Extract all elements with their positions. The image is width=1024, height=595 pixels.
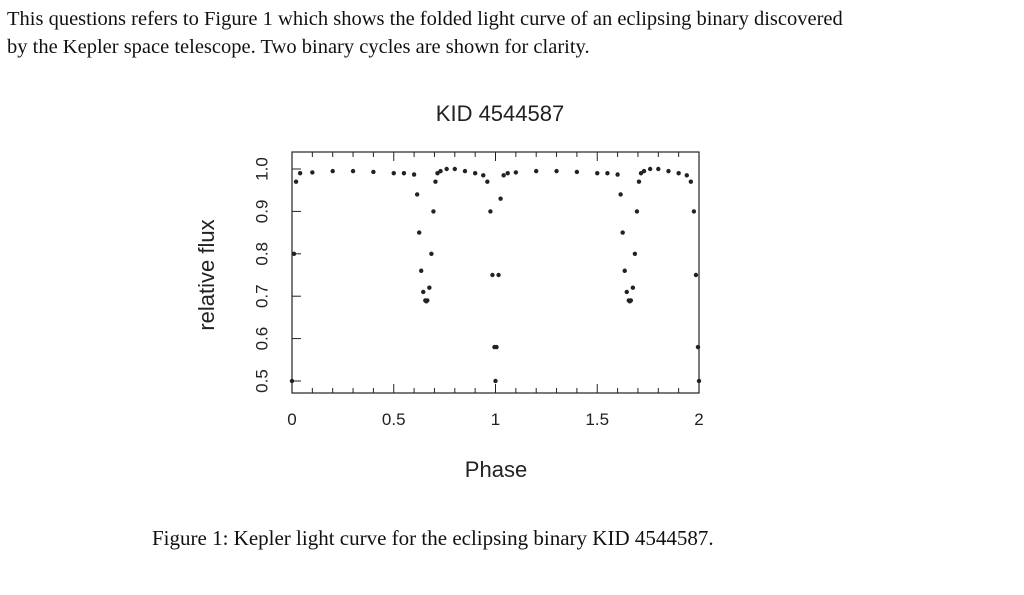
data-point — [498, 196, 503, 201]
data-point — [684, 173, 689, 178]
data-point — [429, 251, 434, 256]
data-point — [391, 171, 396, 176]
y-axis: 0.5 0.6 0.7 0.8 0.9 1.0 — [253, 157, 301, 393]
x-tick-label: 1 — [491, 410, 500, 429]
data-point — [494, 344, 499, 350]
data-point — [513, 170, 519, 175]
data-point — [427, 285, 432, 290]
data-point — [647, 166, 653, 172]
data-point — [632, 251, 638, 256]
y-tick-label: 0.9 — [253, 200, 272, 224]
x-tick-label: 2 — [694, 410, 703, 429]
data-point — [297, 171, 303, 176]
data-point — [615, 172, 620, 177]
x-tick-label: 0.5 — [382, 410, 406, 429]
data-point — [481, 173, 486, 178]
x-axis-label: Phase — [465, 457, 527, 482]
data-point — [490, 272, 495, 278]
data-point — [622, 268, 627, 273]
data-point — [696, 378, 702, 384]
data-point — [496, 272, 501, 278]
data-point — [636, 179, 642, 184]
data-point — [634, 209, 640, 214]
data-point — [433, 179, 438, 184]
data-point — [488, 209, 493, 214]
data-point — [554, 168, 559, 174]
data-point — [291, 251, 297, 256]
x-tick-label: 1.5 — [585, 410, 609, 429]
chart-title: KID 4544587 — [436, 101, 564, 126]
data-point — [605, 171, 610, 176]
data-point — [462, 168, 468, 174]
data-point — [688, 179, 694, 184]
data-point — [330, 168, 335, 174]
y-axis-label: relative flux — [194, 219, 219, 330]
data-point — [638, 171, 644, 176]
data-point — [693, 272, 699, 278]
data-point — [444, 166, 449, 172]
data-point — [676, 171, 681, 176]
data-point — [628, 298, 634, 303]
data-point — [691, 209, 697, 214]
data-point — [421, 289, 426, 295]
data-point — [371, 169, 376, 175]
data-point — [350, 168, 356, 174]
figure-caption: Figure 1: Kepler light curve for the ecl… — [152, 526, 714, 550]
data-point — [419, 268, 424, 273]
data-point — [401, 171, 407, 176]
y-tick-label: 0.8 — [253, 242, 272, 266]
data-point — [293, 179, 299, 184]
data-point — [485, 179, 490, 184]
data-points — [289, 166, 702, 384]
data-point — [630, 285, 636, 290]
data-point — [431, 209, 436, 214]
data-point — [618, 192, 623, 197]
question-line-2: by the Kepler space telescope. Two binar… — [7, 36, 590, 58]
y-tick-label: 0.6 — [253, 327, 272, 351]
y-tick-label: 1.0 — [253, 157, 272, 181]
data-point — [666, 168, 671, 174]
data-point — [472, 171, 478, 176]
data-point — [505, 171, 510, 176]
data-point — [452, 166, 457, 172]
data-point — [435, 171, 440, 176]
question-paragraph: This questions refers to Figure 1 which … — [7, 5, 1019, 61]
data-point — [641, 168, 647, 174]
data-point — [310, 170, 315, 175]
question-line-1: This questions refers to Figure 1 which … — [7, 8, 843, 30]
data-point — [416, 230, 422, 235]
data-point — [414, 192, 420, 197]
data-point — [534, 168, 539, 174]
data-point — [595, 171, 600, 176]
data-point — [624, 289, 629, 295]
data-point — [501, 173, 506, 178]
data-point — [656, 166, 661, 172]
data-point — [620, 230, 625, 235]
data-point — [493, 378, 498, 384]
data-point — [438, 168, 443, 174]
x-tick-label: 0 — [287, 410, 296, 429]
data-point — [574, 169, 580, 175]
y-tick-label: 0.7 — [253, 284, 272, 308]
data-point — [411, 172, 417, 177]
data-point — [425, 298, 430, 303]
y-tick-label: 0.5 — [253, 369, 272, 393]
x-axis: 0 0.5 1 1.5 2 — [287, 152, 704, 429]
plot-frame — [291, 151, 700, 394]
data-point — [695, 344, 701, 350]
data-point — [289, 378, 295, 384]
